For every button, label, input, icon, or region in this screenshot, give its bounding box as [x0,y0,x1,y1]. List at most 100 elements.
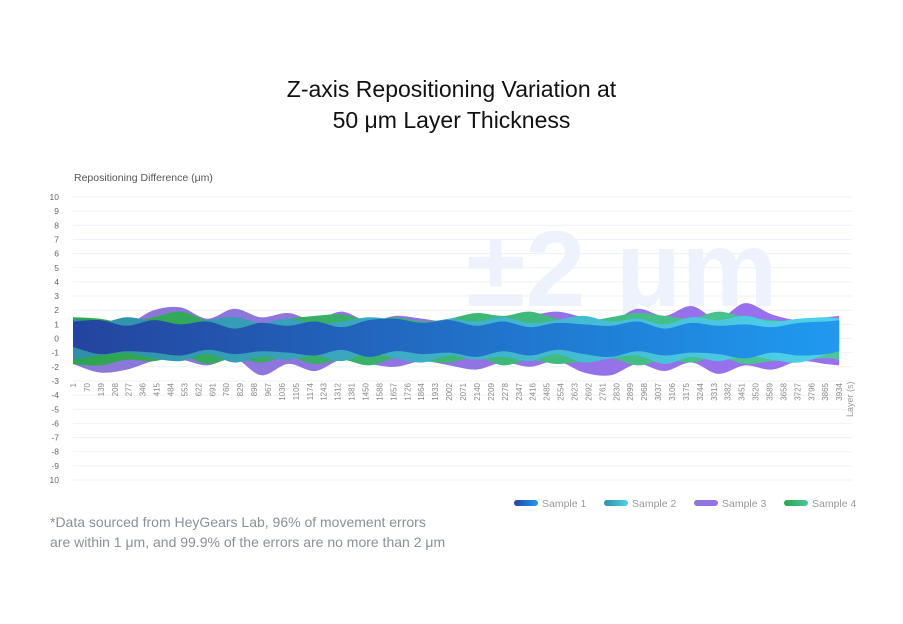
y-tick-label: -8 [51,447,59,457]
x-tick-label: 1174 [306,382,315,400]
x-tick-label: 1864 [417,382,426,400]
x-tick-label: 1036 [278,382,287,400]
legend-swatch [694,500,718,506]
x-tick-label: 70 [83,382,92,391]
x-tick-label: 2485 [543,382,552,400]
x-tick-label: 967 [264,382,273,396]
legend-item: Sample 1 [514,498,587,510]
y-tick-label: -3 [51,376,59,386]
y-tick-label: 6 [54,249,59,259]
x-tick-label: 2761 [598,382,607,400]
x-ticks: 1 70 139 208 277 346 415 484 553 622 691 760 829 898 9… [69,382,844,400]
series-area-sample-1 [73,318,840,359]
x-tick-label: 2554 [557,382,566,400]
x-tick-label: 2623 [570,382,579,400]
x-tick-label: 2002 [445,382,454,400]
x-tick-label: 1588 [375,382,384,400]
footnote-line-2: are within 1 μm, and 99.9% of the errors… [50,534,446,550]
legend-swatch [604,500,628,506]
x-tick-label: 898 [250,382,259,396]
x-tick-label: 760 [222,382,231,396]
x-tick-label: 1105 [292,382,301,400]
legend-swatch [514,500,538,506]
footnote-line-1: *Data sourced from HeyGears Lab, 96% of … [50,514,426,530]
x-tick-label: 3106 [668,382,677,400]
y-axis-label: Repositioning Difference (μm) [74,172,213,184]
x-tick-label: 2692 [584,382,593,400]
y-tick-label: 7 [54,234,59,244]
watermark: ±2 μm [466,208,777,329]
legend-item: Sample 4 [784,498,857,510]
y-tick-label: 4 [54,277,59,287]
x-tick-label: 3865 [821,382,830,400]
x-tick-label: 277 [125,382,134,396]
y-tick-label: 10 [50,192,60,202]
y-tick-label: 5 [54,263,59,273]
x-tick-label: 3727 [793,382,802,400]
y-tick-label: 9 [54,206,59,216]
x-tick-label: 1657 [389,382,398,400]
y-tick-label: 0 [54,334,59,344]
y-tick-label: 3 [54,291,59,301]
x-tick-label: 622 [194,382,203,396]
y-tick-label: -5 [51,404,59,414]
x-tick-label: 3382 [724,382,733,400]
x-axis-label: Layer (s) [845,381,855,417]
x-tick-label: 3175 [682,382,691,400]
x-tick-label: 691 [208,382,217,396]
x-tick-label: 1243 [320,382,329,400]
footnote: *Data sourced from HeyGears Lab, 96% of … [50,512,445,552]
x-tick-label: 346 [139,382,148,396]
x-tick-label: 2968 [640,382,649,400]
x-tick-label: 3796 [807,382,816,400]
x-tick-label: 3658 [779,382,788,400]
title-line-2: 50 μm Layer Thickness [332,107,571,133]
x-tick-label: 2140 [473,382,482,400]
x-tick-label: 139 [97,382,106,396]
x-tick-label: 2071 [459,382,468,400]
y-tick-label: -1 [51,348,59,358]
legend-label: Sample 4 [812,498,857,510]
x-tick-label: 3313 [710,382,719,400]
y-tick-label: -7 [51,433,59,443]
y-tick-label: -9 [51,461,59,471]
x-tick-label: 2416 [529,382,538,400]
x-tick-label: 208 [111,382,120,396]
y-tick-label: 10 [50,475,60,485]
x-tick-label: 1 [69,382,78,387]
x-tick-label: 1450 [362,382,371,400]
x-tick-label: 3589 [765,382,774,400]
x-tick-label: 3244 [696,382,705,400]
x-tick-label: 553 [180,382,189,396]
title-line-1: Z-axis Repositioning Variation at [286,76,617,102]
x-tick-label: 3037 [654,382,663,400]
legend-item: Sample 3 [694,498,767,510]
x-tick-label: 829 [236,382,245,396]
x-tick-label: 2347 [515,382,524,400]
y-tick-label: -6 [51,418,59,428]
y-tick-label: 1 [54,319,59,329]
x-tick-label: 3934 [835,382,844,400]
legend-label: Sample 2 [632,498,677,510]
legend-swatch [784,500,808,506]
x-tick-label: 1726 [403,382,412,400]
series-areas [73,303,840,376]
y-tick-label: -4 [51,390,59,400]
legend-label: Sample 3 [722,498,767,510]
y-tick-label: 8 [54,220,59,230]
y-tick-label: 2 [54,305,59,315]
legend-item: Sample 2 [604,498,677,510]
x-tick-label: 484 [167,382,176,396]
x-tick-label: 2830 [612,382,621,400]
x-tick-label: 2209 [487,382,496,400]
x-tick-label: 1933 [431,382,440,400]
x-tick-label: 1312 [334,382,343,400]
x-tick-label: 1381 [348,382,357,400]
y-tick-label: -2 [51,362,59,372]
x-tick-label: 2278 [501,382,510,400]
legend-label: Sample 1 [542,498,587,510]
chart-title: Z-axis Repositioning Variation at 50 μm … [0,74,903,136]
x-tick-label: 2899 [626,382,635,400]
